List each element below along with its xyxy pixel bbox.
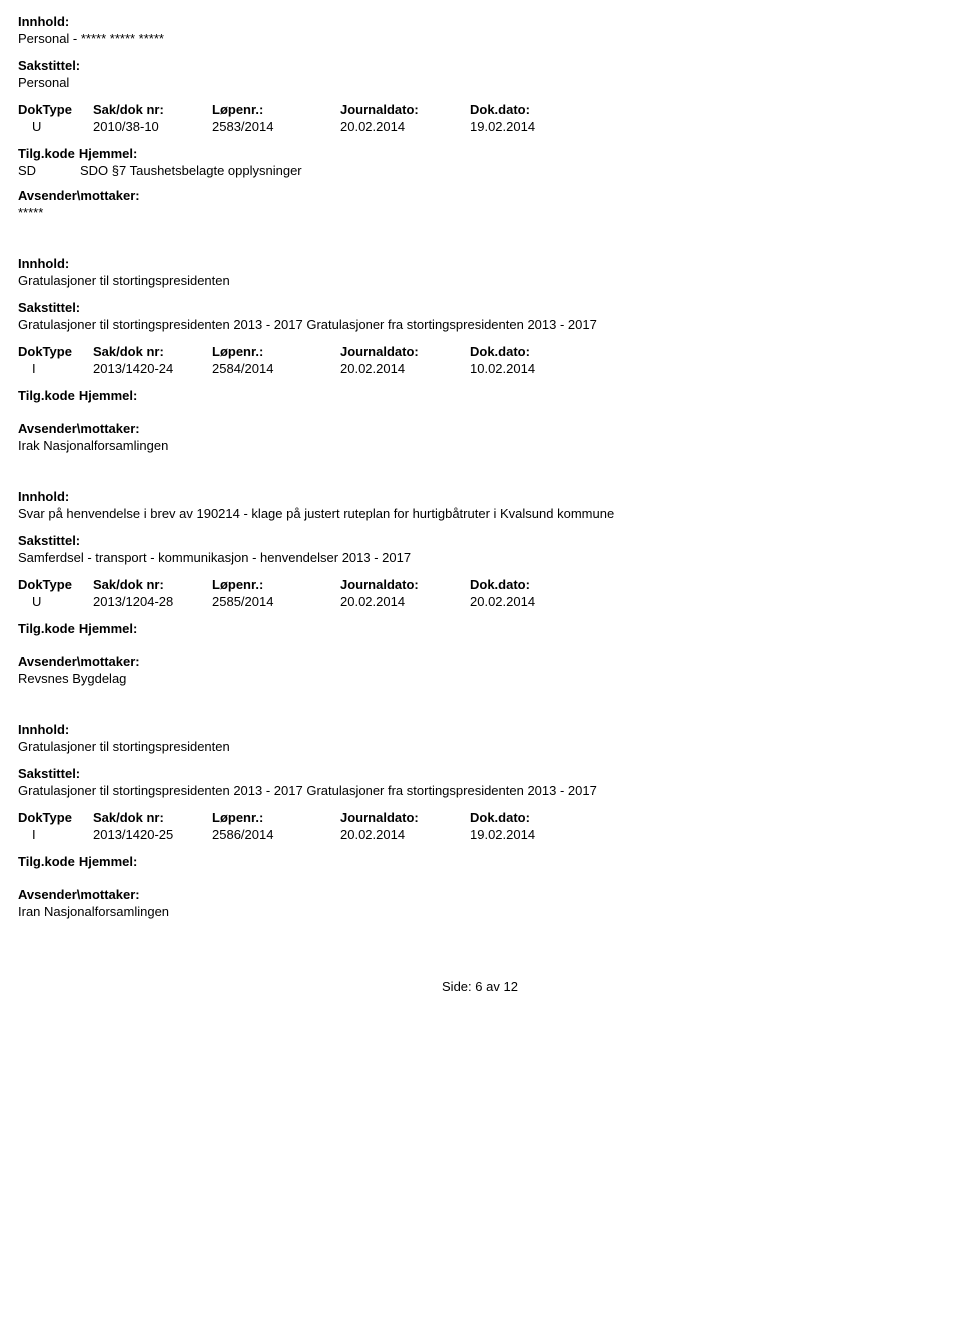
tilgkode-label: Tilg.kode <box>18 146 75 161</box>
tilgkode-label: Tilg.kode <box>18 388 75 403</box>
innhold-label: Innhold: <box>18 14 942 29</box>
tilgkode-row: Tilg.kode Hjemmel: <box>18 388 942 403</box>
doktype-value: I <box>18 361 50 376</box>
sakdok-header: Sak/dok nr: <box>93 577 212 592</box>
avsender-value: Revsnes Bygdelag <box>18 671 942 686</box>
innhold-label: Innhold: <box>18 256 942 271</box>
journaldato-header: Journaldato: <box>340 344 470 359</box>
table-row: U 2010/38-10 2583/2014 20.02.2014 19.02.… <box>18 119 942 134</box>
doktype-header: DokType <box>18 344 93 359</box>
dokdato-value: 10.02.2014 <box>470 361 590 376</box>
avsender-value: Iran Nasjonalforsamlingen <box>18 904 942 919</box>
hjemmel-label: Hjemmel: <box>79 854 138 869</box>
table-row: I 2013/1420-25 2586/2014 20.02.2014 19.0… <box>18 827 942 842</box>
doktype-header: DokType <box>18 810 93 825</box>
lopenr-header: Løpenr.: <box>212 577 340 592</box>
innhold-value: Personal - ***** ***** ***** <box>18 31 942 46</box>
dokdato-value: 19.02.2014 <box>470 827 590 842</box>
avsender-value: Irak Nasjonalforsamlingen <box>18 438 942 453</box>
innhold-label: Innhold: <box>18 489 942 504</box>
tilgkode-label: Tilg.kode <box>18 854 75 869</box>
sakstittel-value: Gratulasjoner til stortingspresidenten 2… <box>18 783 942 798</box>
journal-record: Innhold: Gratulasjoner til stortingspres… <box>18 722 942 919</box>
tilgkode-label: Tilg.kode <box>18 621 75 636</box>
journaldato-value: 20.02.2014 <box>340 594 470 609</box>
table-header-row: DokType Sak/dok nr: Løpenr.: Journaldato… <box>18 577 942 592</box>
journaldato-value: 20.02.2014 <box>340 119 470 134</box>
tilgkode-row: Tilg.kode Hjemmel: <box>18 621 942 636</box>
table-header-row: DokType Sak/dok nr: Løpenr.: Journaldato… <box>18 102 942 117</box>
side-label: Side: <box>442 979 472 994</box>
dokdato-header: Dok.dato: <box>470 577 590 592</box>
sakdok-header: Sak/dok nr: <box>93 344 212 359</box>
sakstittel-value: Gratulasjoner til stortingspresidenten 2… <box>18 317 942 332</box>
lopenr-value: 2584/2014 <box>212 361 340 376</box>
doktype-value: U <box>18 594 50 609</box>
journal-record: Innhold: Gratulasjoner til stortingspres… <box>18 256 942 453</box>
sakdok-value: 2013/1420-24 <box>93 361 212 376</box>
journal-record: Innhold: Svar på henvendelse i brev av 1… <box>18 489 942 686</box>
lopenr-value: 2585/2014 <box>212 594 340 609</box>
sakstittel-label: Sakstittel: <box>18 766 942 781</box>
page-total: 12 <box>504 979 518 994</box>
lopenr-header: Løpenr.: <box>212 102 340 117</box>
avsender-value: ***** <box>18 205 942 220</box>
dokdato-value: 19.02.2014 <box>470 119 590 134</box>
page-sep: av <box>486 979 500 994</box>
sakdok-value: 2013/1420-25 <box>93 827 212 842</box>
hjemmel-label: Hjemmel: <box>79 146 138 161</box>
hjemmel-label: Hjemmel: <box>79 621 138 636</box>
innhold-value: Svar på henvendelse i brev av 190214 - k… <box>18 506 942 521</box>
hjemmel-row: SD SDO §7 Taushetsbelagte opplysninger <box>18 163 942 178</box>
doktype-header: DokType <box>18 102 93 117</box>
sakdok-header: Sak/dok nr: <box>93 810 212 825</box>
table-header-row: DokType Sak/dok nr: Løpenr.: Journaldato… <box>18 810 942 825</box>
lopenr-header: Løpenr.: <box>212 810 340 825</box>
table-row: I 2013/1420-24 2584/2014 20.02.2014 10.0… <box>18 361 942 376</box>
sakstittel-label: Sakstittel: <box>18 58 942 73</box>
table-header-row: DokType Sak/dok nr: Løpenr.: Journaldato… <box>18 344 942 359</box>
hjemmel-code: SD <box>18 163 80 178</box>
sakstittel-value: Samferdsel - transport - kommunikasjon -… <box>18 550 942 565</box>
doktype-header: DokType <box>18 577 93 592</box>
page-current: 6 <box>475 979 482 994</box>
dokdato-header: Dok.dato: <box>470 344 590 359</box>
journaldato-header: Journaldato: <box>340 102 470 117</box>
journaldato-value: 20.02.2014 <box>340 827 470 842</box>
doktype-value: I <box>18 827 50 842</box>
sakdok-header: Sak/dok nr: <box>93 102 212 117</box>
journaldato-header: Journaldato: <box>340 810 470 825</box>
avsender-label: Avsender\mottaker: <box>18 421 942 436</box>
avsender-label: Avsender\mottaker: <box>18 654 942 669</box>
avsender-label: Avsender\mottaker: <box>18 887 942 902</box>
dokdato-header: Dok.dato: <box>470 102 590 117</box>
dokdato-header: Dok.dato: <box>470 810 590 825</box>
tilgkode-row: Tilg.kode Hjemmel: <box>18 854 942 869</box>
sakstittel-label: Sakstittel: <box>18 300 942 315</box>
journaldato-value: 20.02.2014 <box>340 361 470 376</box>
sakstittel-label: Sakstittel: <box>18 533 942 548</box>
page-footer: Side: 6 av 12 <box>18 979 942 994</box>
hjemmel-text: SDO §7 Taushetsbelagte opplysninger <box>80 163 942 178</box>
lopenr-value: 2586/2014 <box>212 827 340 842</box>
innhold-value: Gratulasjoner til stortingspresidenten <box>18 273 942 288</box>
sakstittel-value: Personal <box>18 75 942 90</box>
sakdok-value: 2013/1204-28 <box>93 594 212 609</box>
table-row: U 2013/1204-28 2585/2014 20.02.2014 20.0… <box>18 594 942 609</box>
journal-record: Innhold: Personal - ***** ***** ***** Sa… <box>18 14 942 220</box>
lopenr-header: Løpenr.: <box>212 344 340 359</box>
innhold-value: Gratulasjoner til stortingspresidenten <box>18 739 942 754</box>
hjemmel-label: Hjemmel: <box>79 388 138 403</box>
doktype-value: U <box>18 119 50 134</box>
lopenr-value: 2583/2014 <box>212 119 340 134</box>
dokdato-value: 20.02.2014 <box>470 594 590 609</box>
innhold-label: Innhold: <box>18 722 942 737</box>
journaldato-header: Journaldato: <box>340 577 470 592</box>
sakdok-value: 2010/38-10 <box>93 119 212 134</box>
tilgkode-row: Tilg.kode Hjemmel: <box>18 146 942 161</box>
avsender-label: Avsender\mottaker: <box>18 188 942 203</box>
